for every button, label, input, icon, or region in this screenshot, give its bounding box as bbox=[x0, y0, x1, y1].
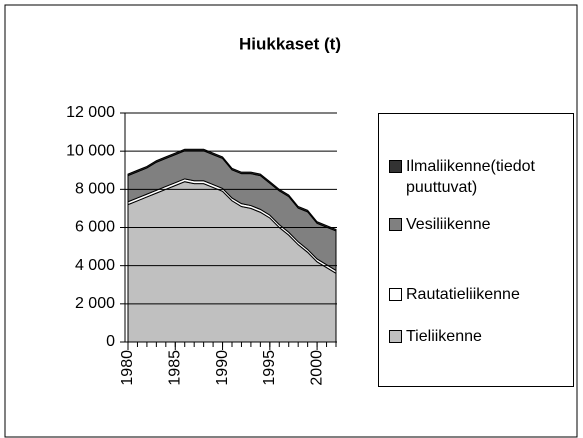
y-tick-label: 0 bbox=[106, 333, 115, 350]
legend-swatch bbox=[389, 160, 402, 173]
legend-item: Tieliikenne bbox=[389, 326, 569, 347]
y-tick-label: 2 000 bbox=[75, 295, 115, 312]
legend-item: Ilmaliikenne(tiedot puuttuvat) bbox=[389, 156, 569, 198]
chart-title: Hiukkaset (t) bbox=[239, 34, 341, 53]
x-tick-label: 1995 bbox=[261, 350, 278, 386]
x-tick-label: 2000 bbox=[308, 350, 325, 386]
y-tick-label: 8 000 bbox=[75, 181, 115, 198]
x-tick-label: 1990 bbox=[214, 350, 231, 386]
legend-label: Ilmaliikenne(tiedot puuttuvat) bbox=[406, 158, 535, 196]
legend: Ilmaliikenne(tiedot puuttuvat) Vesiliiken… bbox=[378, 113, 574, 387]
y-tick-label: 10 000 bbox=[66, 142, 115, 159]
y-tick-label: 6 000 bbox=[75, 219, 115, 236]
legend-item: Rautatieliikenne bbox=[389, 284, 569, 305]
legend-label: Rautatieliikenne bbox=[406, 286, 520, 303]
legend-label: Tieliikenne bbox=[406, 328, 482, 345]
chart-frame bbox=[4, 4, 578, 438]
x-tick-label: 1985 bbox=[166, 350, 183, 386]
legend-label: Vesiliikenne bbox=[406, 216, 491, 233]
legend-swatch bbox=[389, 330, 402, 343]
legend-item: Vesiliikenne bbox=[389, 214, 569, 235]
x-tick-label: 1980 bbox=[119, 350, 136, 386]
y-tick-label: 12 000 bbox=[66, 104, 115, 121]
legend-swatch bbox=[389, 218, 402, 231]
legend-swatch bbox=[389, 288, 402, 301]
y-tick-label: 4 000 bbox=[75, 257, 115, 274]
